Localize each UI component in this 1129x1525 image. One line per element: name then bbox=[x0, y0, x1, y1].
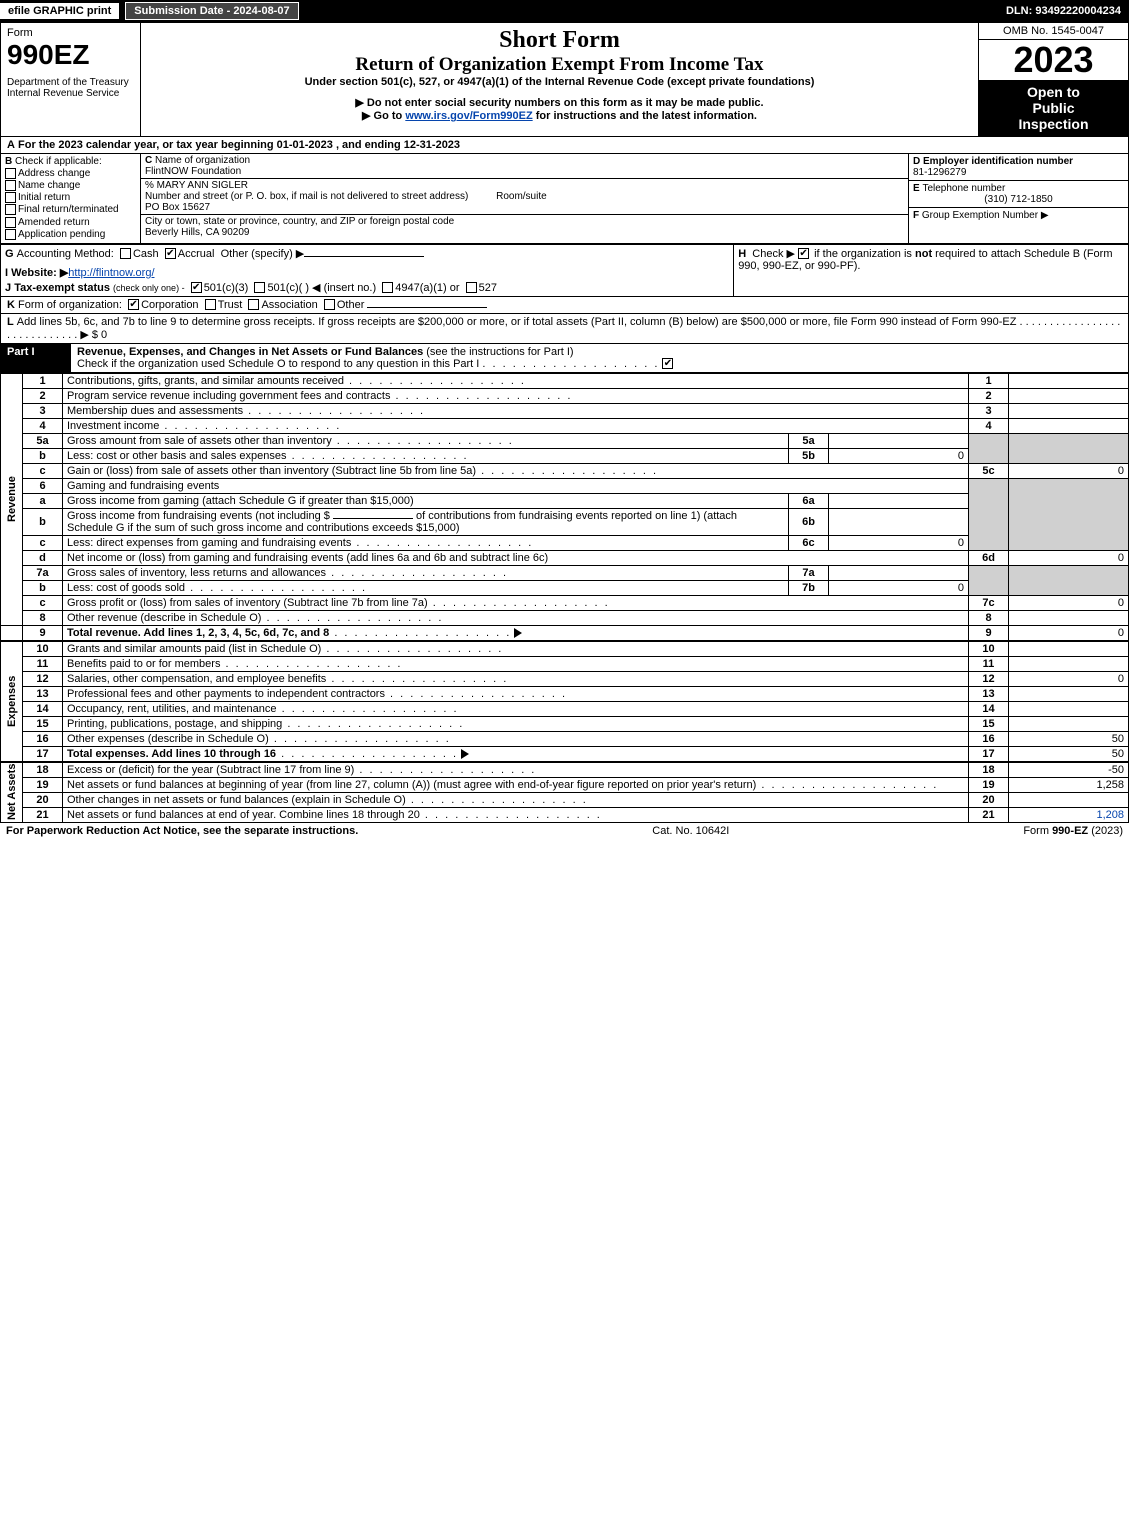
revenue-table: Revenue 1 Contributions, gifts, grants, … bbox=[0, 373, 1129, 641]
submission-date: Submission Date - 2024-08-07 bbox=[125, 2, 298, 20]
goto-post: for instructions and the latest informat… bbox=[533, 110, 757, 122]
check-application-pending[interactable]: Application pending bbox=[5, 229, 136, 240]
website-link[interactable]: http://flintnow.org/ bbox=[68, 267, 154, 279]
check-trust[interactable] bbox=[205, 299, 216, 310]
footer-right: Form 990-EZ (2023) bbox=[1023, 825, 1123, 837]
arrow-icon bbox=[514, 628, 522, 638]
check-name-change[interactable]: Name change bbox=[5, 180, 136, 191]
val-11 bbox=[1009, 656, 1129, 671]
right-info-col: D Employer identification number 81-1296… bbox=[909, 154, 1129, 244]
dept-treasury: Department of the Treasury Internal Reve… bbox=[7, 77, 134, 99]
g-h-row: G Accounting Method: Cash ✔Accrual Other… bbox=[0, 244, 1129, 297]
val-5b: 0 bbox=[829, 448, 969, 463]
val-19: 1,258 bbox=[1009, 777, 1129, 792]
val-12: 0 bbox=[1009, 671, 1129, 686]
efile-label: efile GRAPHIC print bbox=[0, 3, 119, 19]
val-2 bbox=[1009, 388, 1129, 403]
expenses-vlabel: Expenses bbox=[1, 641, 23, 761]
phone: (310) 712-1850 bbox=[913, 194, 1124, 205]
val-14 bbox=[1009, 701, 1129, 716]
check-4947[interactable] bbox=[382, 282, 393, 293]
form-header: Form 990EZ Department of the Treasury In… bbox=[0, 22, 1129, 137]
val-3 bbox=[1009, 403, 1129, 418]
netassets-table: Net Assets 18 Excess or (deficit) for th… bbox=[0, 762, 1129, 823]
check-initial-return[interactable]: Initial return bbox=[5, 192, 136, 203]
open-inspection: Open to Public Inspection bbox=[979, 80, 1128, 136]
section-H: H Check ▶ ✔ if the organization is not r… bbox=[734, 244, 1129, 296]
expenses-table: Expenses 10 Grants and similar amounts p… bbox=[0, 641, 1129, 762]
goto-link[interactable]: www.irs.gov/Form990EZ bbox=[405, 110, 532, 122]
form-id-cell: Form 990EZ Department of the Treasury In… bbox=[1, 23, 141, 137]
val-6c: 0 bbox=[829, 535, 969, 550]
org-name: FlintNOW Foundation bbox=[145, 166, 241, 177]
check-schedule-o[interactable]: ✔ bbox=[662, 358, 673, 369]
val-4 bbox=[1009, 418, 1129, 433]
part-I-header: Part I Revenue, Expenses, and Changes in… bbox=[0, 344, 1129, 373]
goto-line: ▶ Go to www.irs.gov/Form990EZ for instru… bbox=[145, 109, 974, 122]
section-G: G Accounting Method: Cash ✔Accrual Other… bbox=[1, 244, 734, 296]
form-number: 990EZ bbox=[7, 39, 134, 71]
ssn-warning: ▶ Do not enter social security numbers o… bbox=[145, 96, 974, 109]
val-18: -50 bbox=[1009, 762, 1129, 777]
val-21: 1,208 bbox=[1009, 807, 1129, 822]
check-501c[interactable] bbox=[254, 282, 265, 293]
form-word: Form bbox=[7, 27, 134, 39]
val-10 bbox=[1009, 641, 1129, 656]
city-state-zip: Beverly Hills, CA 90209 bbox=[145, 227, 250, 238]
val-6b bbox=[829, 508, 969, 535]
tax-year: 2023 bbox=[979, 40, 1128, 80]
footer-left: For Paperwork Reduction Act Notice, see … bbox=[6, 825, 358, 837]
check-amended-return[interactable]: Amended return bbox=[5, 217, 136, 228]
section-K: K Form of organization: ✔Corporation Tru… bbox=[0, 297, 1129, 314]
check-527[interactable] bbox=[466, 282, 477, 293]
val-17: 50 bbox=[1009, 746, 1129, 761]
check-assoc[interactable] bbox=[248, 299, 259, 310]
arrow-icon bbox=[461, 749, 469, 759]
subtitle: Under section 501(c), 527, or 4947(a)(1)… bbox=[145, 76, 974, 88]
page-footer: For Paperwork Reduction Act Notice, see … bbox=[0, 823, 1129, 839]
goto-pre: ▶ Go to bbox=[362, 110, 405, 122]
title-cell: Short Form Return of Organization Exempt… bbox=[141, 23, 979, 137]
val-6d: 0 bbox=[1009, 550, 1129, 565]
footer-cat: Cat. No. 10642I bbox=[652, 825, 729, 837]
check-final-return[interactable]: Final return/terminated bbox=[5, 204, 136, 215]
netassets-vlabel: Net Assets bbox=[1, 762, 23, 822]
check-cash[interactable] bbox=[120, 248, 131, 259]
val-20 bbox=[1009, 792, 1129, 807]
omb-number: OMB No. 1545-0047 bbox=[979, 23, 1128, 40]
val-13 bbox=[1009, 686, 1129, 701]
dln: DLN: 93492220004234 bbox=[1006, 5, 1129, 17]
section-B: B Check if applicable: Address change Na… bbox=[1, 154, 141, 244]
val-16: 50 bbox=[1009, 731, 1129, 746]
check-corp[interactable]: ✔ bbox=[128, 299, 139, 310]
val-8 bbox=[1009, 610, 1129, 625]
check-address-change[interactable]: Address change bbox=[5, 168, 136, 179]
section-L: L Add lines 5b, 6c, and 7b to line 9 to … bbox=[0, 314, 1129, 344]
val-7c: 0 bbox=[1009, 595, 1129, 610]
top-bar: efile GRAPHIC print Submission Date - 20… bbox=[0, 0, 1129, 22]
val-15 bbox=[1009, 716, 1129, 731]
street: PO Box 15627 bbox=[145, 202, 210, 213]
line-A: A For the 2023 calendar year, or tax yea… bbox=[0, 137, 1129, 153]
val-1 bbox=[1009, 373, 1129, 388]
val-9: 0 bbox=[1009, 625, 1129, 640]
check-other-org[interactable] bbox=[324, 299, 335, 310]
val-7a bbox=[829, 565, 969, 580]
check-H[interactable]: ✔ bbox=[798, 248, 809, 259]
care-of: % MARY ANN SIGLER bbox=[145, 180, 248, 191]
year-cell: OMB No. 1545-0047 2023 Open to Public In… bbox=[979, 23, 1129, 137]
val-6a bbox=[829, 493, 969, 508]
check-accrual[interactable]: ✔ bbox=[165, 248, 176, 259]
val-5a bbox=[829, 433, 969, 448]
revenue-vlabel: Revenue bbox=[1, 373, 23, 625]
title-short-form: Short Form bbox=[145, 27, 974, 54]
ein: 81-1296279 bbox=[913, 167, 966, 178]
check-501c3[interactable]: ✔ bbox=[191, 282, 202, 293]
org-info-block: B Check if applicable: Address change Na… bbox=[0, 153, 1129, 244]
val-5c: 0 bbox=[1009, 463, 1129, 478]
section-C: C Name of organization FlintNOW Foundati… bbox=[141, 154, 909, 244]
title-return: Return of Organization Exempt From Incom… bbox=[145, 54, 974, 76]
val-7b: 0 bbox=[829, 580, 969, 595]
